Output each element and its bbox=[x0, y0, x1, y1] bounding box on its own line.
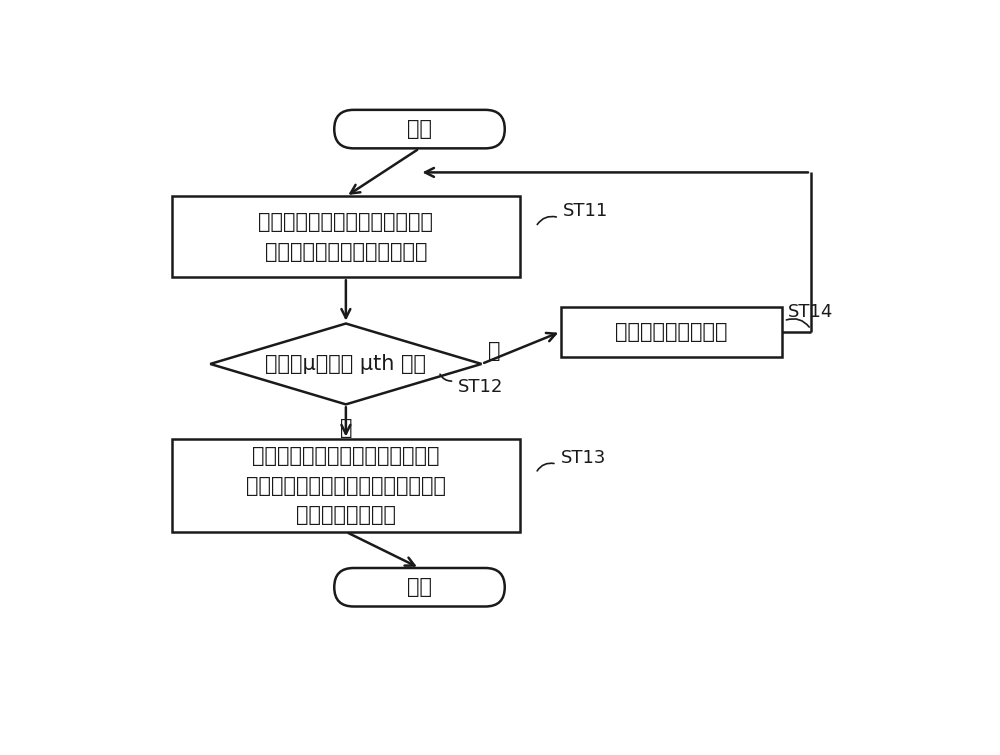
Text: 开始: 开始 bbox=[407, 119, 432, 139]
Text: 否: 否 bbox=[488, 341, 500, 361]
FancyBboxPatch shape bbox=[334, 109, 505, 148]
Bar bbox=[172, 196, 520, 277]
Text: ST13: ST13 bbox=[561, 449, 606, 467]
Text: ST11: ST11 bbox=[563, 202, 608, 220]
Bar bbox=[172, 439, 520, 532]
FancyBboxPatch shape bbox=[334, 568, 505, 606]
Text: 通过控制部６使输送单元５停止，
使污泥７从可溶化处理槽１向微生物
槽４的输送停止。: 通过控制部６使输送单元５停止， 使污泥７从可溶化处理槽１向微生物 槽４的输送停止… bbox=[246, 446, 446, 525]
Text: 结束: 结束 bbox=[407, 578, 432, 597]
Polygon shape bbox=[210, 324, 482, 405]
Text: 继续污泥７的输送。: 继续污泥７的输送。 bbox=[615, 322, 728, 341]
Bar bbox=[561, 307, 782, 356]
Text: 是: 是 bbox=[340, 418, 352, 438]
Text: ST14: ST14 bbox=[788, 303, 833, 321]
Text: ST12: ST12 bbox=[458, 378, 504, 396]
Text: 通过粘度测定部３，测定可溶化
处理槽１内的污泥７的粘度。: 通过粘度测定部３，测定可溶化 处理槽１内的污泥７的粘度。 bbox=[258, 212, 433, 262]
Text: 粘度値μ比阐値 μth 大？: 粘度値μ比阐値 μth 大？ bbox=[265, 354, 426, 374]
